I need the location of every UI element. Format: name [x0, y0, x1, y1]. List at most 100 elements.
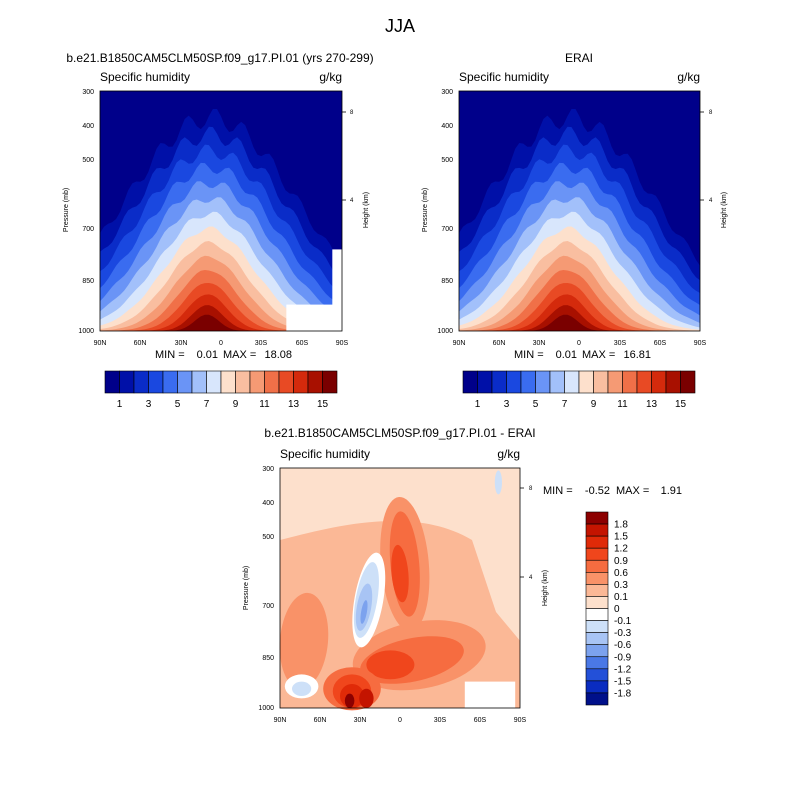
colorbar-swatch: [622, 370, 638, 394]
colorbar-swatch: [680, 370, 696, 394]
panel-model-stats: MIN = 0.01 MAX = 18.08: [155, 349, 292, 361]
colorbar-swatch: [293, 370, 309, 394]
figure-title: JJA: [385, 16, 415, 36]
x-tick-label: 0: [577, 340, 581, 347]
colorbar-swatch: [104, 370, 120, 394]
panel-obs-yticks: 300 400 500 700 850 1000: [437, 89, 453, 335]
colorbar-swatch: [177, 370, 193, 394]
panel-diff-ylabel: Pressure (mb): [243, 566, 250, 610]
panel-diff: b.e21.B1850CAM5CLM50SP.f09_g17.PI.01 - E…: [243, 426, 682, 724]
panel-obs-title: ERAI: [565, 51, 593, 65]
panel-obs-plot: [459, 91, 700, 331]
missing-data-region: [332, 249, 342, 331]
colorbar-swatch: [585, 656, 609, 670]
y-tick-label: 850: [262, 655, 274, 662]
diff-contour: [359, 688, 374, 709]
stat-min-value: 0.01: [556, 349, 577, 361]
panel-diff-units: g/kg: [497, 447, 520, 461]
colorbar-swatch: [535, 370, 551, 394]
x-tick-label: 0: [219, 340, 223, 347]
colorbar-swatch: [119, 370, 135, 394]
colorbar-label: 1.8: [614, 520, 628, 531]
x-tick-label: 60N: [493, 340, 506, 347]
panel-obs-units: g/kg: [677, 70, 700, 84]
x-tick-label: 30N: [175, 340, 188, 347]
contour-band: [459, 294, 700, 331]
colorbar-label: 0.3: [614, 580, 628, 591]
panel-model-plot: [100, 91, 342, 331]
x-tick-label: 60S: [474, 717, 487, 724]
y-tick-label: 300: [82, 89, 94, 96]
colorbar-label: 5: [175, 399, 181, 410]
panel-obs-height-ticks: 8 4: [700, 110, 713, 204]
contour-band: [100, 294, 342, 331]
height-tick-label: 8: [529, 486, 533, 492]
stat-min-value: 0.01: [197, 349, 218, 361]
y-tick-label: 1000: [258, 705, 274, 712]
stat-max-label: MAX =: [223, 349, 256, 361]
missing-data-region: [464, 681, 516, 708]
stat-min-label: MIN =: [514, 349, 544, 361]
panel-obs-ylabel: Pressure (mb): [422, 188, 429, 232]
panel-diff-height-label: Height (km): [542, 570, 549, 606]
diff-contour: [292, 681, 312, 696]
colorbar-swatch: [607, 370, 623, 394]
y-tick-label: 300: [441, 89, 453, 96]
y-tick-label: 500: [441, 157, 453, 164]
contour-band: [100, 314, 342, 331]
height-tick-label: 4: [529, 575, 533, 581]
colorbar-swatch: [585, 535, 609, 549]
panel-diff-xticks: 90N 60N 30N 0 30S 60S 90S: [274, 717, 527, 724]
colorbar-label: -1.2: [614, 664, 632, 675]
colorbar-label: 0: [614, 604, 620, 615]
x-tick-label: 30N: [354, 717, 367, 724]
panel-diff-colorbar: 1.81.51.20.90.60.30.10-0.1-0.3-0.6-0.9-1…: [585, 511, 632, 706]
x-tick-label: 90S: [694, 340, 707, 347]
colorbar-swatch: [593, 370, 609, 394]
panel-model-yticks: 300 400 500 700 850 1000: [78, 89, 94, 335]
colorbar-label: 7: [204, 399, 210, 410]
colorbar-swatch: [506, 370, 522, 394]
y-tick-label: 400: [441, 123, 453, 130]
x-tick-label: 30S: [434, 717, 447, 724]
contour-band: [459, 305, 700, 331]
colorbar-label: -0.1: [614, 616, 632, 627]
colorbar-label: -1.5: [614, 676, 632, 687]
colorbar-swatch: [264, 370, 280, 394]
colorbar-label: 3: [504, 399, 510, 410]
diff-contour: [494, 470, 502, 495]
panel-diff-left-label: Specific humidity: [280, 447, 370, 461]
y-tick-label: 850: [441, 278, 453, 285]
panel-obs: ERAI Specific humidity g/kg Pressure (mb…: [422, 51, 728, 410]
panel-model-units: g/kg: [319, 70, 342, 84]
colorbar-swatch: [585, 559, 609, 573]
colorbar-swatch: [520, 370, 536, 394]
colorbar-label: 11: [617, 399, 628, 410]
x-tick-label: 90N: [94, 340, 107, 347]
colorbar-swatch: [585, 523, 609, 537]
colorbar-swatch: [585, 608, 609, 621]
colorbar-label: 7: [562, 399, 568, 410]
colorbar-swatch: [491, 370, 507, 394]
colorbar-swatch: [578, 370, 594, 394]
colorbar-swatch: [585, 632, 609, 645]
colorbar-swatch: [307, 370, 323, 394]
panel-model-height-ticks: 8 4: [342, 110, 354, 204]
panel-model-title: b.e21.B1850CAM5CLM50SP.f09_g17.PI.01 (yr…: [66, 51, 373, 65]
x-tick-label: 90S: [514, 717, 527, 724]
stat-min-value: -0.52: [585, 485, 610, 497]
stat-min-label: MIN =: [155, 349, 185, 361]
colorbar-swatch: [462, 370, 478, 394]
colorbar-swatch: [585, 668, 609, 682]
x-tick-label: 30S: [614, 340, 627, 347]
colorbar-swatch: [564, 370, 580, 394]
y-tick-label: 400: [82, 123, 94, 130]
colorbar-label: 15: [317, 399, 329, 410]
panel-obs-stats: MIN = 0.01 MAX = 16.81: [514, 349, 651, 361]
colorbar-swatch: [585, 511, 609, 525]
missing-data-region: [286, 304, 335, 331]
stat-min-label: MIN =: [543, 485, 573, 497]
colorbar-swatch: [206, 370, 222, 394]
y-tick-label: 850: [82, 278, 94, 285]
panel-model: b.e21.B1850CAM5CLM50SP.f09_g17.PI.01 (yr…: [63, 51, 374, 410]
